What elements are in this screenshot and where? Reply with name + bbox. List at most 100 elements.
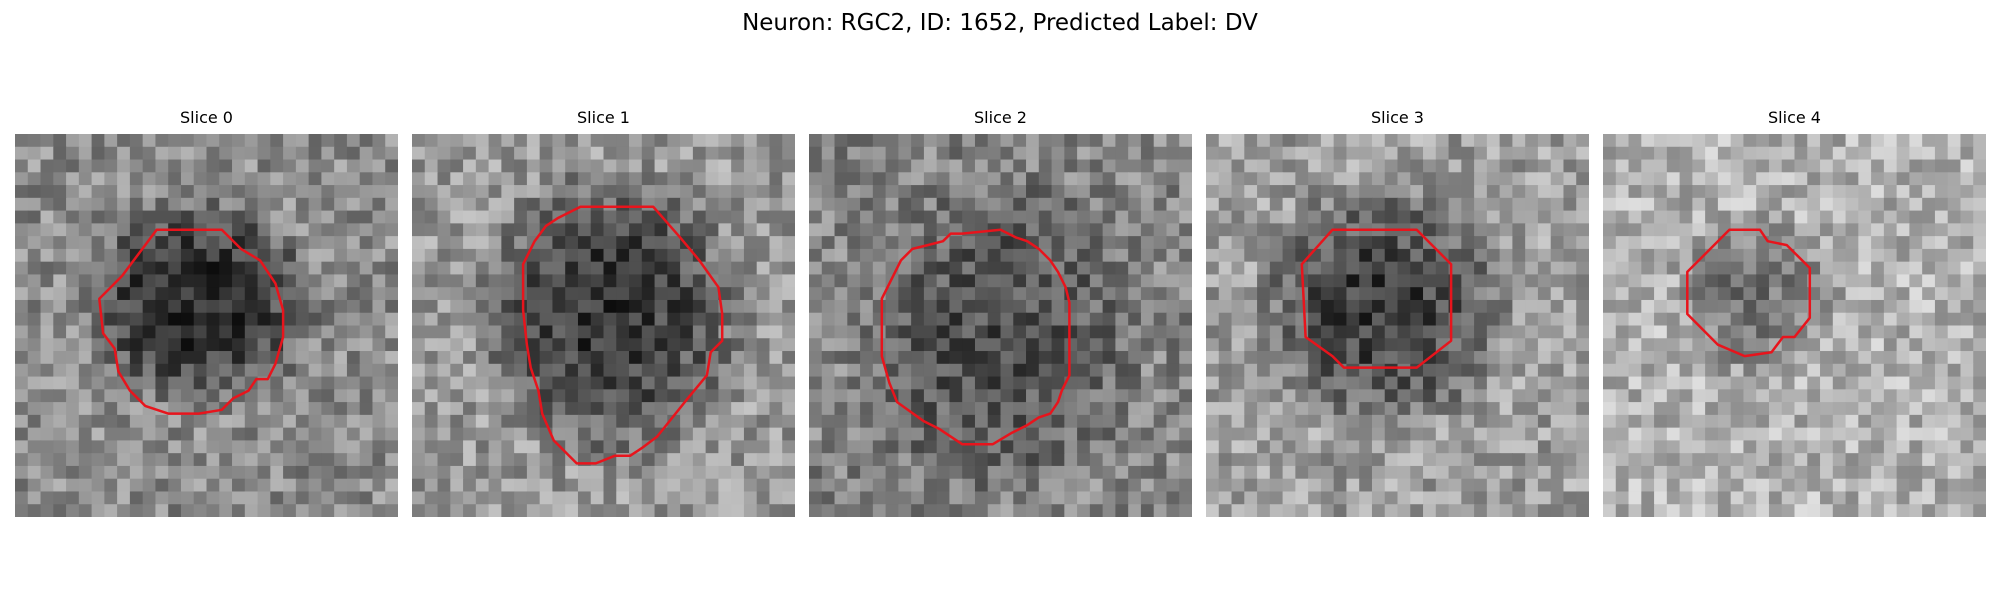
image-pixel	[552, 223, 566, 237]
image-pixel	[641, 146, 656, 161]
image-pixel	[1743, 504, 1757, 517]
image-pixel	[78, 504, 93, 517]
image-pixel	[1525, 351, 1539, 365]
image-pixel	[104, 363, 118, 378]
image-pixel	[1896, 185, 1910, 199]
image-pixel	[27, 402, 42, 416]
image-pixel	[1102, 223, 1116, 237]
image-pixel	[847, 172, 861, 186]
image-pixel	[257, 440, 271, 454]
image-pixel	[1026, 159, 1040, 173]
image-pixel	[1756, 414, 1770, 429]
image-pixel	[78, 453, 93, 467]
image-pixel	[15, 248, 29, 263]
image-pixel	[308, 287, 322, 301]
image-pixel	[1064, 325, 1078, 339]
image-pixel	[257, 172, 271, 186]
image-pixel	[1960, 465, 1974, 480]
image-pixel	[1461, 351, 1475, 365]
image-pixel	[1730, 465, 1745, 480]
image-pixel	[1461, 287, 1475, 301]
image-pixel	[1692, 248, 1706, 263]
image-pixel	[168, 261, 182, 276]
image-pixel	[488, 504, 502, 517]
image-pixel	[1730, 504, 1745, 517]
image-pixel	[1320, 491, 1335, 505]
image-pixel	[1525, 312, 1539, 327]
image-pixel	[321, 504, 335, 517]
image-pixel	[1576, 261, 1589, 276]
image-pixel	[1934, 159, 1949, 173]
image-pixel	[372, 261, 386, 276]
image-pixel	[295, 236, 310, 250]
image-pixel	[1140, 465, 1155, 480]
image-pixel	[718, 453, 732, 467]
image-pixel	[1140, 185, 1155, 199]
image-pixel	[769, 414, 783, 429]
image-pixel	[1166, 261, 1180, 276]
image-pixel	[1089, 389, 1104, 403]
image-pixel	[911, 223, 925, 237]
image-pixel	[1269, 299, 1284, 314]
image-pixel	[1486, 185, 1501, 199]
image-pixel	[577, 172, 592, 186]
image-pixel	[923, 299, 938, 314]
image-pixel	[731, 312, 745, 327]
image-pixel	[667, 261, 681, 276]
image-pixel	[885, 172, 899, 186]
image-pixel	[1883, 236, 1898, 250]
image-pixel	[1153, 274, 1168, 288]
image-pixel	[424, 325, 439, 339]
image-pixel	[987, 197, 1002, 212]
image-pixel	[987, 287, 1002, 301]
image-pixel	[1102, 274, 1116, 288]
image-pixel	[193, 427, 208, 441]
image-pixel	[565, 351, 579, 365]
image-pixel	[1794, 478, 1808, 493]
image-pixel	[1576, 185, 1589, 199]
image-pixel	[193, 134, 208, 148]
image-pixel	[53, 325, 67, 339]
image-pixel	[1244, 440, 1258, 454]
image-pixel	[463, 248, 477, 263]
image-pixel	[78, 465, 93, 480]
image-pixel	[1934, 338, 1949, 352]
image-pixel	[1832, 465, 1847, 480]
image-pixel	[475, 146, 490, 161]
image-pixel	[1218, 261, 1233, 276]
image-pixel	[1871, 402, 1885, 416]
image-pixel	[821, 274, 836, 288]
image-pixel	[1922, 491, 1936, 505]
image-pixel	[1896, 376, 1910, 390]
image-pixel	[475, 159, 490, 173]
image-pixel	[1603, 134, 1617, 148]
image-pixel	[1461, 440, 1475, 454]
image-pixel	[1781, 185, 1796, 199]
image-pixel	[692, 236, 707, 250]
image-pixel	[1743, 453, 1757, 467]
image-pixel	[1730, 248, 1745, 263]
image-pixel	[1973, 248, 1986, 263]
image-pixel	[1871, 338, 1885, 352]
image-pixel	[756, 465, 771, 480]
image-pixel	[949, 414, 963, 429]
image-pixel	[1641, 236, 1655, 250]
image-pixel	[334, 312, 348, 327]
image-pixel	[923, 325, 938, 339]
image-pixel	[66, 478, 80, 493]
image-pixel	[1858, 299, 1872, 314]
image-pixel	[475, 185, 490, 199]
image-pixel	[1410, 210, 1424, 224]
image-pixel	[1320, 134, 1335, 148]
image-pixel	[321, 402, 335, 416]
image-pixel	[1013, 402, 1027, 416]
image-pixel	[756, 197, 771, 212]
image-pixel	[1576, 325, 1589, 339]
image-pixel	[539, 248, 554, 263]
image-pixel	[1973, 172, 1986, 186]
image-pixel	[219, 248, 233, 263]
image-pixel	[680, 159, 694, 173]
image-pixel	[1282, 223, 1296, 237]
image-pixel	[1883, 172, 1898, 186]
image-pixel	[206, 453, 220, 467]
